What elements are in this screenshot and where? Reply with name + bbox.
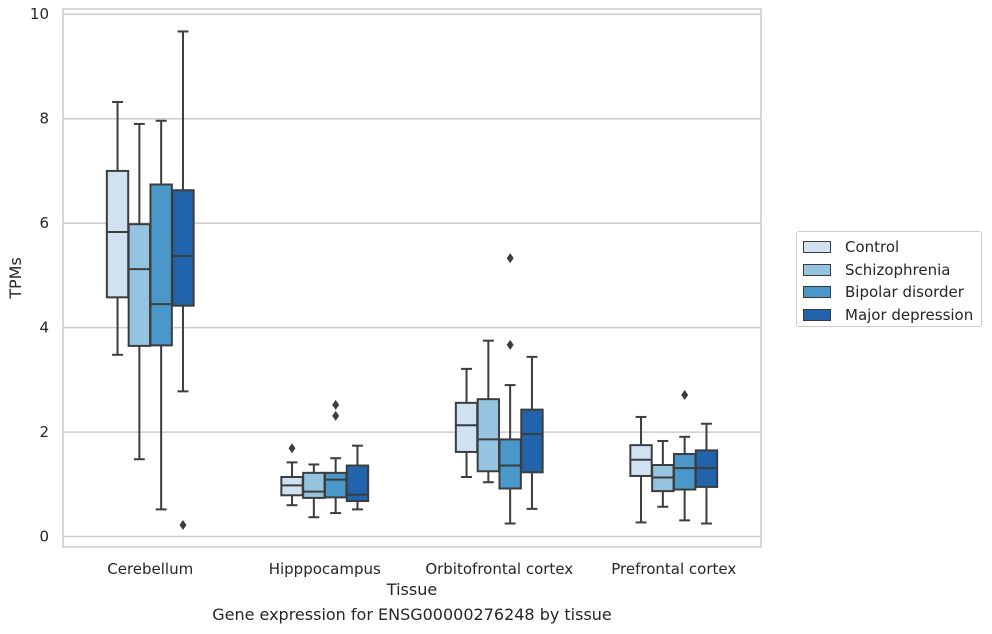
x-tick-label: Hipppocampus [269, 560, 381, 578]
box [171, 30, 195, 531]
box-body [171, 189, 195, 307]
box [105, 100, 130, 356]
y-axis-title: TPMs [6, 257, 25, 300]
box [127, 122, 152, 461]
box-body [454, 401, 479, 453]
y-tick-label: 8 [39, 110, 49, 128]
box-body [149, 183, 173, 347]
box-body [105, 169, 130, 299]
box [454, 367, 479, 479]
legend-item: Bipolar disorder [803, 281, 981, 304]
y-tick-label: 6 [39, 214, 49, 232]
legend-label: Control [845, 238, 900, 257]
outlier-point [506, 339, 514, 350]
outlier-point [179, 520, 187, 531]
outlier-point [332, 410, 340, 421]
legend-swatch [803, 263, 831, 276]
box [694, 422, 719, 525]
outlier-point [506, 253, 514, 264]
chart-caption: Gene expression for ENSG00000276248 by t… [212, 605, 612, 624]
x-axis-title: Tissue [386, 580, 437, 599]
x-tick-label: Orbitofrontal cortex [425, 560, 573, 578]
legend-swatch [803, 308, 831, 321]
box-body [498, 438, 522, 490]
box-body [127, 223, 152, 347]
outlier-point [332, 399, 340, 410]
legend-item: Schizophrenia [803, 259, 981, 282]
box [302, 463, 326, 519]
box [520, 355, 544, 510]
legend-label: Bipolar disorder [845, 283, 964, 302]
y-tick-label: 2 [39, 423, 49, 441]
box [629, 415, 653, 524]
box-body [520, 408, 544, 474]
legend-swatch [803, 286, 831, 299]
box [323, 399, 348, 515]
legend-item: Major depression [803, 304, 981, 327]
plot-frame [62, 8, 762, 548]
box [345, 444, 370, 511]
box [651, 439, 675, 508]
box-series [105, 30, 719, 531]
outlier-point [288, 443, 296, 454]
y-tick-label: 10 [30, 5, 49, 23]
y-tick-label: 4 [39, 319, 49, 337]
box [280, 443, 304, 507]
box-body [345, 464, 370, 503]
legend-label: Major depression [845, 305, 974, 324]
box [498, 253, 522, 525]
x-tick-label: Prefrontal cortex [611, 560, 736, 578]
box [672, 390, 697, 522]
box-body [323, 471, 348, 499]
outlier-point [681, 390, 689, 401]
legend-label: Schizophrenia [845, 260, 951, 279]
legend: Control Schizophrenia Bipolar disorder Majo… [796, 231, 982, 327]
box [149, 119, 173, 511]
legend-item: Control [803, 236, 981, 259]
box-body [672, 453, 697, 491]
box [476, 339, 501, 484]
axis-ticks: 0 2 4 6 8 10 Cerebellum Hipppocampus Orbitofront… [30, 5, 736, 578]
box-body [476, 398, 501, 473]
box-body [302, 471, 326, 499]
legend-swatch [803, 241, 831, 254]
y-tick-label: 0 [39, 528, 49, 546]
x-tick-label: Cerebellum [107, 560, 193, 578]
